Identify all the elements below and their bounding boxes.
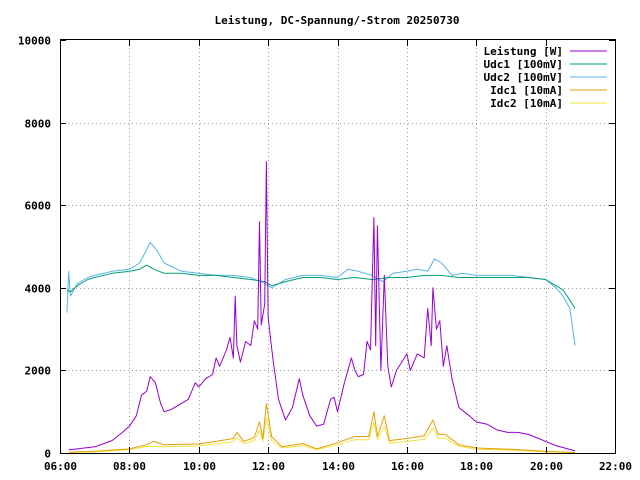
plot-frame [60,39,616,454]
x-tick-label: 08:00 [113,460,146,473]
series-group [66,161,576,454]
x-tick-label: 10:00 [183,460,216,473]
series-line [68,417,576,454]
series-line [66,264,576,309]
y-tick-label: 0 [44,448,51,461]
x-tick-label: 12:00 [252,460,285,473]
legend-label: Udc1 [100mV] [484,58,563,71]
legend: Leistung [W]Udc1 [100mV]Udc2 [100mV]Idc1… [484,45,607,110]
x-tick-label: 16:00 [391,460,424,473]
x-tick-label: 06:00 [44,460,77,473]
y-tick-label: 2000 [25,365,52,378]
x-tick-label: 20:00 [530,460,563,473]
series-line [68,402,576,454]
y-tick-label: 4000 [25,283,52,296]
y-tick-label: 8000 [25,118,52,131]
series-line [66,241,576,346]
series-line [68,161,576,452]
ticks: 06:00 08:00 10:00 12:00 14:00 16:00 18:00 20:00… [18,35,632,474]
legend-label: Idc1 [10mA] [490,84,563,97]
grid [60,40,615,453]
legend-label: Leistung [W] [484,45,563,58]
y-tick-label: 10000 [18,35,51,48]
x-tick-label: 18:00 [460,460,493,473]
y-tick-label: 6000 [25,200,52,213]
legend-label: Idc2 [10mA] [490,97,563,110]
x-tick-label: 14:00 [322,460,355,473]
x-tick-label: 22:00 [599,460,632,473]
chart-title: Leistung, DC-Spannung/-Strom 20250730 [214,14,459,27]
legend-label: Udc2 [100mV] [484,71,563,84]
